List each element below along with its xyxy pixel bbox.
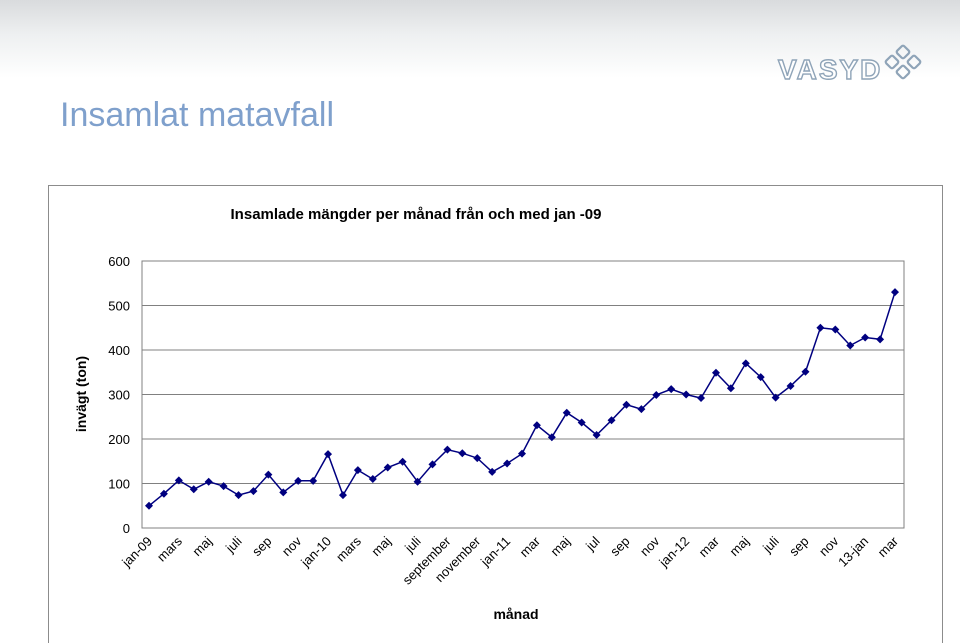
series-layer (145, 288, 899, 510)
data-point (309, 476, 318, 485)
data-point (652, 390, 661, 399)
x-tick-label: mar (696, 533, 723, 560)
data-point (816, 323, 825, 332)
y-axis-label: invägt (ton) (73, 356, 89, 432)
header-band (0, 0, 960, 78)
data-point (234, 491, 243, 500)
data-point (294, 476, 303, 485)
data-point (368, 475, 377, 484)
y-tick-label: 200 (108, 432, 130, 447)
data-point (503, 459, 512, 468)
x-tick-label: jan-12 (655, 534, 692, 571)
data-point (398, 457, 407, 466)
x-tick-label: maj (726, 533, 751, 558)
data-point (249, 487, 258, 496)
data-point (682, 390, 691, 399)
data-point (518, 449, 526, 458)
data-point (264, 470, 273, 479)
data-point (324, 450, 333, 459)
data-point (443, 445, 452, 454)
data-point (801, 367, 810, 376)
data-point (219, 482, 228, 491)
vasyd-logo: VASYD (777, 44, 923, 94)
y-tick-label: 100 (108, 477, 130, 492)
data-point (174, 476, 183, 485)
data-point (637, 405, 646, 414)
data-point (547, 433, 556, 442)
y-tick-label: 600 (108, 254, 130, 269)
x-tick-label: mars (154, 533, 185, 564)
data-point (756, 373, 765, 382)
y-tick-label: 400 (108, 343, 130, 358)
data-point (338, 491, 347, 500)
x-tick-label: 13-jan (835, 534, 871, 570)
x-tick-label: mar (875, 533, 902, 560)
data-point (667, 385, 676, 394)
y-tick-label: 500 (108, 299, 130, 314)
data-point (413, 477, 422, 486)
data-point (473, 454, 482, 463)
x-tick-label: juli (401, 533, 424, 556)
data-point (428, 460, 437, 469)
data-point (383, 463, 392, 472)
data-point (145, 501, 153, 510)
data-point (711, 368, 720, 377)
x-tick-label: sep (786, 534, 811, 559)
data-point (697, 394, 706, 403)
data-point (353, 466, 362, 475)
x-tick-label: jul (582, 533, 603, 554)
logo-knot-icon (884, 44, 922, 80)
data-point (771, 393, 780, 402)
page-title: Insamlat matavfall (60, 96, 334, 134)
x-tick-label: mar (517, 533, 544, 560)
data-point (861, 333, 870, 342)
x-tick-label: maj (368, 533, 393, 558)
data-point (204, 477, 213, 486)
data-point (891, 288, 899, 297)
y-tick-labels: 0 100 200 300 400 500 600 (108, 254, 130, 536)
data-point (279, 488, 288, 497)
x-tick-label: sep (249, 534, 274, 559)
data-point (876, 335, 885, 344)
x-tick-label: mars (333, 533, 364, 564)
data-point (562, 408, 571, 417)
y-tick-label: 300 (108, 388, 130, 403)
x-tick-label: jan-10 (297, 534, 334, 571)
data-point (488, 467, 497, 476)
data-point (159, 489, 168, 498)
x-axis-label: månad (493, 606, 538, 622)
y-tick-label: 0 (123, 521, 130, 536)
gridlines (142, 305, 904, 484)
x-tick-label: juli (222, 533, 245, 556)
chart-container: Insamlade mängder per månad från och med… (48, 185, 943, 643)
data-point (577, 418, 586, 427)
data-point (786, 382, 795, 391)
data-point (607, 416, 616, 425)
data-point (846, 341, 855, 350)
data-point (458, 449, 467, 458)
x-tick-label: jan-11 (477, 534, 513, 570)
x-tick-label: maj (547, 533, 572, 558)
x-tick-label: sep (607, 534, 632, 559)
data-point (532, 421, 541, 430)
data-point (726, 384, 735, 393)
data-point (592, 430, 601, 439)
chart-title: Insamlade mängder per månad från och med… (231, 206, 602, 223)
data-point (189, 485, 198, 494)
logo-text: VASYD (777, 53, 883, 85)
x-tick-label: maj (189, 533, 214, 558)
data-point (831, 325, 840, 334)
x-tick-label: juli (759, 533, 782, 556)
line-chart: Insamlade mängder per månad från och med… (73, 206, 905, 622)
data-point (741, 359, 750, 368)
x-tick-label: jan-09 (118, 534, 155, 571)
data-point (622, 400, 631, 409)
